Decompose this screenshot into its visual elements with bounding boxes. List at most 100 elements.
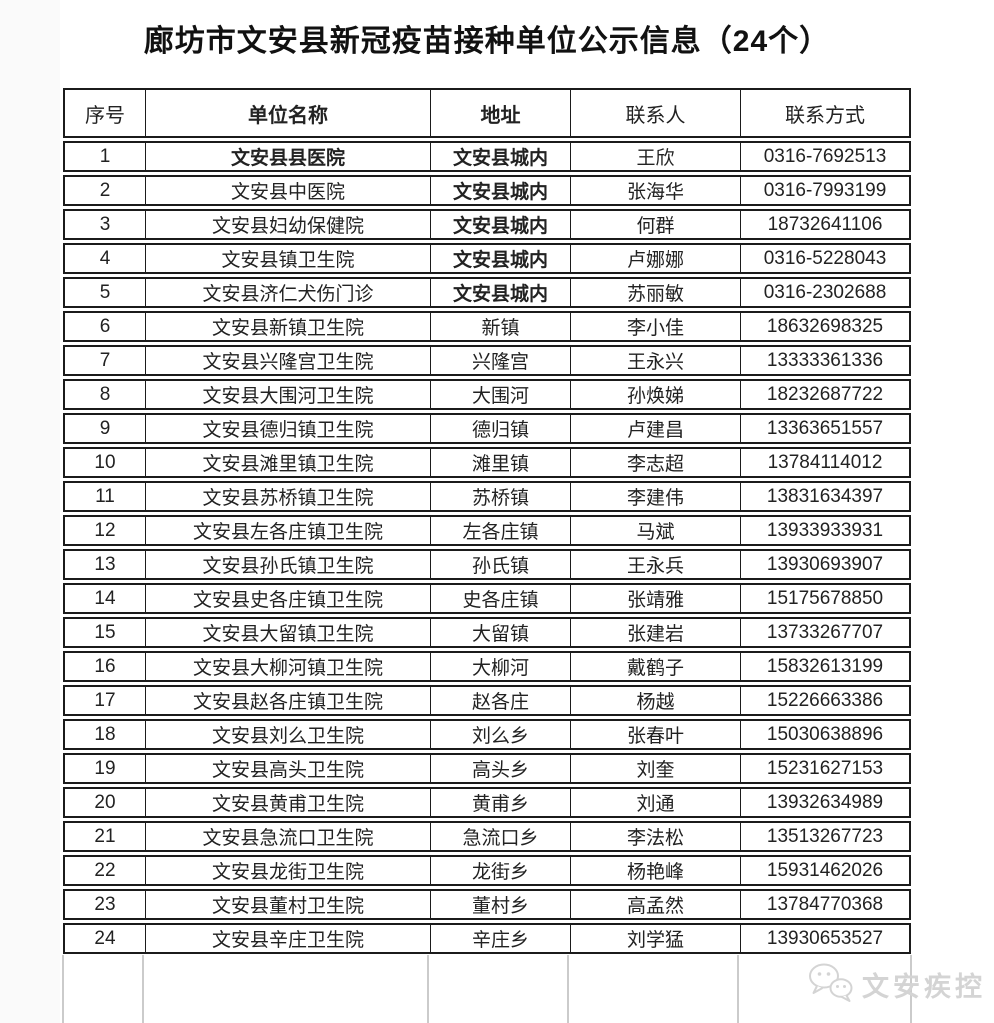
cell-phone: 13513267723: [740, 823, 909, 850]
cell-contact: 李小佳: [570, 313, 740, 340]
column-header-name: 单位名称: [145, 90, 430, 136]
cell-index: 18: [94, 723, 116, 745]
cell-address: 滩里镇: [430, 449, 570, 476]
cell-address: 文安县城内: [430, 177, 570, 204]
cell-name: 文安县大围河卫生院: [145, 381, 430, 408]
table-row: 8 文安县大围河卫生院 大围河 孙焕娣 18232687722: [63, 379, 911, 410]
cell-phone: 13933933931: [740, 517, 909, 544]
cell-address: 董村乡: [430, 891, 570, 918]
cell-address: 新镇: [430, 313, 570, 340]
cell-index: 7: [99, 349, 111, 371]
cell-index: 8: [99, 383, 111, 405]
grid-extension-line: [62, 955, 64, 1023]
cell-phone: 15832613199: [740, 653, 909, 680]
cell-name: 文安县县医院: [145, 143, 430, 170]
cell-name: 文安县妇幼保健院: [145, 211, 430, 238]
cell-contact: 李志超: [570, 449, 740, 476]
cell-contact: 杨艳峰: [570, 857, 740, 884]
table-row: 16 文安县大柳河镇卫生院 大柳河 戴鹤子 15832613199: [63, 651, 911, 682]
cell-address: 急流口乡: [430, 823, 570, 850]
cell-address: 大柳河: [430, 653, 570, 680]
watermark: 文安疾控: [807, 962, 986, 1007]
cell-name: 文安县刘么卫生院: [145, 721, 430, 748]
cell-name: 文安县赵各庄镇卫生院: [145, 687, 430, 714]
table-header-row: 序号 单位名称 地址 联系人 联系方式: [63, 88, 911, 138]
cell-index: 17: [94, 689, 116, 711]
column-header-contact: 联系人: [570, 90, 740, 136]
cell-name: 文安县中医院: [145, 177, 430, 204]
cell-phone: 13831634397: [740, 483, 909, 510]
table-row: 4 文安县镇卫生院 文安县城内 卢娜娜 0316-5228043: [63, 243, 911, 274]
cell-index: 5: [99, 281, 111, 303]
table-row: 23 文安县董村卫生院 董村乡 高孟然 13784770368: [63, 889, 911, 920]
cell-phone: 15931462026: [740, 857, 909, 884]
cell-index: 1: [99, 145, 111, 167]
cell-name: 文安县德归镇卫生院: [145, 415, 430, 442]
cell-phone: 15030638896: [740, 721, 909, 748]
cell-phone: 18232687722: [740, 381, 909, 408]
cell-phone: 13930653527: [740, 925, 909, 952]
cell-phone: 15175678850: [740, 585, 909, 612]
cell-name: 文安县济仁犬伤门诊: [145, 279, 430, 306]
cell-index: 19: [94, 757, 116, 779]
cell-name: 文安县孙氏镇卫生院: [145, 551, 430, 578]
cell-contact: 杨越: [570, 687, 740, 714]
page-title: 廊坊市文安县新冠疫苗接种单位公示信息（24个）: [143, 25, 831, 58]
table-row: 15 文安县大留镇卫生院 大留镇 张建岩 13733267707: [63, 617, 911, 648]
cell-name: 文安县滩里镇卫生院: [145, 449, 430, 476]
column-header-phone: 联系方式: [740, 90, 909, 136]
cell-index: 20: [94, 791, 116, 813]
cell-contact: 张海华: [570, 177, 740, 204]
cell-index: 21: [94, 825, 116, 847]
cell-name: 文安县辛庄卫生院: [145, 925, 430, 952]
grid-extension-line: [567, 955, 569, 1023]
cell-name: 文安县史各庄镇卫生院: [145, 585, 430, 612]
cell-phone: 13784770368: [740, 891, 909, 918]
cell-address: 文安县城内: [430, 279, 570, 306]
grid-extension-line: [910, 955, 912, 1023]
cell-contact: 苏丽敏: [570, 279, 740, 306]
table-row: 12 文安县左各庄镇卫生院 左各庄镇 马斌 13933933931: [63, 515, 911, 546]
cell-address: 孙氏镇: [430, 551, 570, 578]
table-row: 18 文安县刘么卫生院 刘么乡 张春叶 15030638896: [63, 719, 911, 750]
cell-address: 左各庄镇: [430, 517, 570, 544]
cell-name: 文安县镇卫生院: [145, 245, 430, 272]
cell-phone: 13932634989: [740, 789, 909, 816]
cell-phone: 18732641106: [740, 211, 909, 238]
table-body: 1 文安县县医院 文安县城内 王欣 0316-7692513 2 文安县中医院 文安县城内 张海…: [63, 141, 911, 954]
cell-address: 大围河: [430, 381, 570, 408]
table-row: 13 文安县孙氏镇卫生院 孙氏镇 王永兵 13930693907: [63, 549, 911, 580]
cell-phone: 18632698325: [740, 313, 909, 340]
cell-index: 14: [94, 587, 116, 609]
cell-name: 文安县兴隆宫卫生院: [145, 347, 430, 374]
grid-extension-line: [427, 955, 429, 1023]
table-row: 5 文安县济仁犬伤门诊 文安县城内 苏丽敏 0316-2302688: [63, 277, 911, 308]
cell-index: 9: [99, 417, 111, 439]
cell-index: 24: [94, 927, 116, 949]
cell-contact: 卢建昌: [570, 415, 740, 442]
cell-contact: 马斌: [570, 517, 740, 544]
table-row: 10 文安县滩里镇卫生院 滩里镇 李志超 13784114012: [63, 447, 911, 478]
cell-phone: 15231627153: [740, 755, 909, 782]
cell-index: 3: [99, 213, 111, 235]
cell-contact: 王欣: [570, 143, 740, 170]
table-row: 17 文安县赵各庄镇卫生院 赵各庄 杨越 15226663386: [63, 685, 911, 716]
cell-index: 2: [99, 179, 111, 201]
table-row: 6 文安县新镇卫生院 新镇 李小佳 18632698325: [63, 311, 911, 342]
cell-contact: 高孟然: [570, 891, 740, 918]
table-row: 11 文安县苏桥镇卫生院 苏桥镇 李建伟 13831634397: [63, 481, 911, 512]
cell-index: 16: [94, 655, 116, 677]
cell-address: 高头乡: [430, 755, 570, 782]
cell-phone: 0316-2302688: [740, 279, 909, 306]
cell-contact: 卢娜娜: [570, 245, 740, 272]
cell-address: 龙街乡: [430, 857, 570, 884]
cell-name: 文安县龙街卫生院: [145, 857, 430, 884]
cell-index: 12: [94, 519, 116, 541]
table-row: 19 文安县高头卫生院 高头乡 刘奎 15231627153: [63, 753, 911, 784]
grid-extension-line: [737, 955, 739, 1023]
cell-name: 文安县左各庄镇卫生院: [145, 517, 430, 544]
left-margin-strip: [0, 0, 60, 1023]
cell-contact: 张春叶: [570, 721, 740, 748]
cell-phone: 13784114012: [740, 449, 909, 476]
cell-address: 赵各庄: [430, 687, 570, 714]
